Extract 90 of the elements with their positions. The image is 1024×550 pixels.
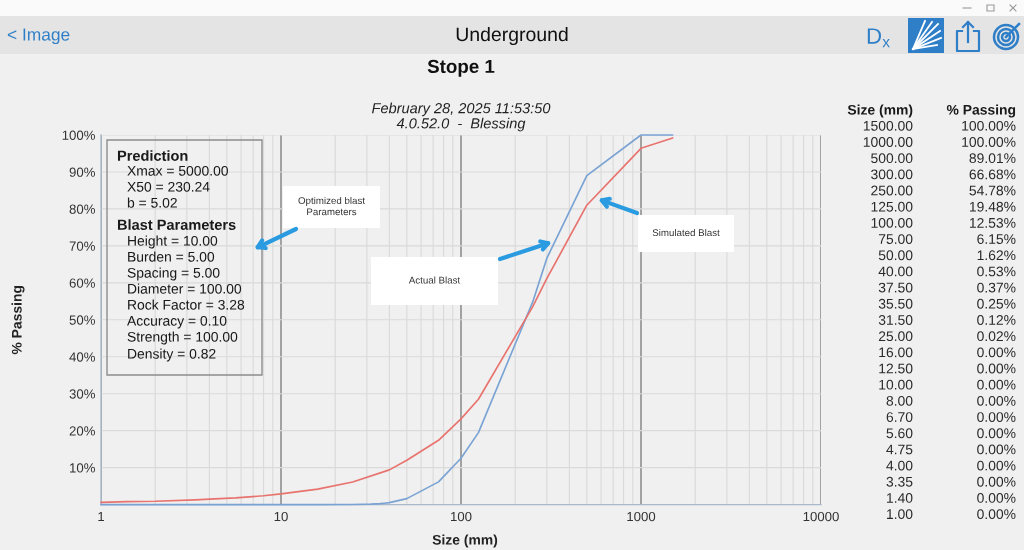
annotation: Xmax = 5000.00: [127, 165, 228, 176]
annotation: Density = 0.82: [128, 348, 216, 362]
text: 0.00%: [977, 444, 1016, 455]
annotation: Simulated Blast: [652, 228, 720, 237]
text: 50.00: [878, 250, 913, 261]
y-tick-label: 70%: [69, 241, 95, 251]
text: 6.15%: [977, 234, 1016, 244]
text: 4.00: [886, 460, 913, 471]
y-tick-label: 80%: [69, 204, 95, 214]
chart-title: Stope 1: [427, 59, 495, 77]
text: 125.00: [871, 201, 913, 212]
text: 4.75: [886, 444, 913, 455]
text: 0.00%: [977, 428, 1016, 439]
text: 100.00: [871, 217, 913, 228]
text: 37.50: [878, 282, 913, 293]
annotation: Optimized blast Parameters: [298, 196, 365, 216]
text: 0.00%: [977, 460, 1016, 471]
annotation: X50 = 230.24: [127, 181, 210, 192]
text: 0.02%: [977, 331, 1016, 342]
y-tick-label: 10%: [70, 463, 95, 473]
text: 19.48%: [969, 201, 1016, 212]
y-tick-label: 40%: [69, 352, 95, 362]
y-tick-label: 60%: [69, 278, 95, 288]
text: Underground: [456, 26, 568, 46]
text: 500.00: [871, 153, 913, 164]
text: 0.00%: [977, 509, 1016, 520]
text: 10.00: [879, 379, 913, 390]
x-tick-label: 1000: [627, 511, 656, 522]
text: 0.00%: [977, 363, 1016, 374]
x-tick-label: 10: [274, 511, 288, 522]
x-tick-label: 100: [451, 511, 472, 522]
annotation: Prediction: [117, 150, 188, 161]
text: < Image: [7, 28, 70, 45]
text: 100.00%: [962, 120, 1016, 131]
text: 54.78%: [969, 185, 1016, 196]
text: 0.00%: [977, 347, 1016, 358]
text: 0.00%: [977, 395, 1016, 406]
annotation: Burden = 5.00: [128, 251, 215, 262]
text: 1000.00: [863, 137, 913, 147]
text: 25.00: [878, 331, 913, 342]
annotation: b = 5.02: [127, 197, 177, 208]
text: 1500.00: [863, 120, 913, 131]
y-axis-title: % Passing: [11, 285, 25, 355]
y-tick-label: 20%: [69, 426, 95, 436]
text: 8.00: [886, 395, 913, 406]
text: 1.00: [887, 509, 913, 520]
text: 75.00: [878, 234, 913, 244]
annotation: Diameter = 100.00: [128, 283, 242, 294]
annotation: Height = 10.00: [128, 235, 218, 249]
text: 12.50: [879, 363, 913, 374]
x-tick-label: 1: [98, 512, 105, 522]
text: 89.01%: [969, 153, 1016, 164]
text: 66.68%: [969, 169, 1016, 180]
text: 0.00%: [977, 476, 1016, 487]
annotation: Strength = 100.00: [127, 331, 238, 345]
annotation: Spacing = 5.00: [127, 267, 220, 281]
y-tick-label: 30%: [69, 389, 95, 399]
x-axis-title: Size (mm): [432, 534, 498, 548]
text: 1.62%: [977, 250, 1016, 261]
text: 0.00%: [977, 493, 1016, 503]
text: 12.53%: [969, 217, 1016, 228]
x-tick-label: 10000: [803, 511, 839, 522]
text: 1.40: [887, 493, 913, 503]
text: 0.25%: [977, 298, 1016, 309]
annotation: Blast Parameters: [117, 219, 236, 230]
text: 5.60: [886, 428, 913, 439]
chart-subtitle: February 28, 2025 11:53:50 4.0.52.0 - Blessing: [372, 102, 551, 132]
text: 16.00: [879, 347, 913, 358]
text: 0.00%: [977, 379, 1016, 390]
text: 300.00: [871, 169, 913, 180]
y-tick-label: 50%: [69, 315, 95, 325]
text: 100.00%: [962, 137, 1016, 147]
annotation: Actual Blast: [408, 276, 461, 284]
annotation: Accuracy = 0.10: [127, 315, 227, 329]
text: % Passing: [946, 104, 1016, 118]
text: 3.35: [886, 476, 913, 487]
text: 0.00%: [977, 412, 1016, 422]
text: 31.50: [878, 315, 913, 325]
text: 0.12%: [977, 315, 1016, 325]
text: 40.00: [878, 266, 913, 277]
annotation: Rock Factor = 3.28: [128, 299, 245, 310]
text: 35.50: [878, 298, 913, 309]
y-tick-label: 90%: [69, 167, 95, 177]
text: 0.53%: [977, 266, 1016, 277]
text: 250.00: [871, 185, 913, 196]
y-tick-label: 100%: [62, 130, 95, 140]
text: D$_{x}$: [867, 28, 890, 48]
text: 0.37%: [977, 282, 1016, 293]
text: Size (mm): [847, 104, 913, 118]
text: 6.70: [886, 412, 913, 422]
